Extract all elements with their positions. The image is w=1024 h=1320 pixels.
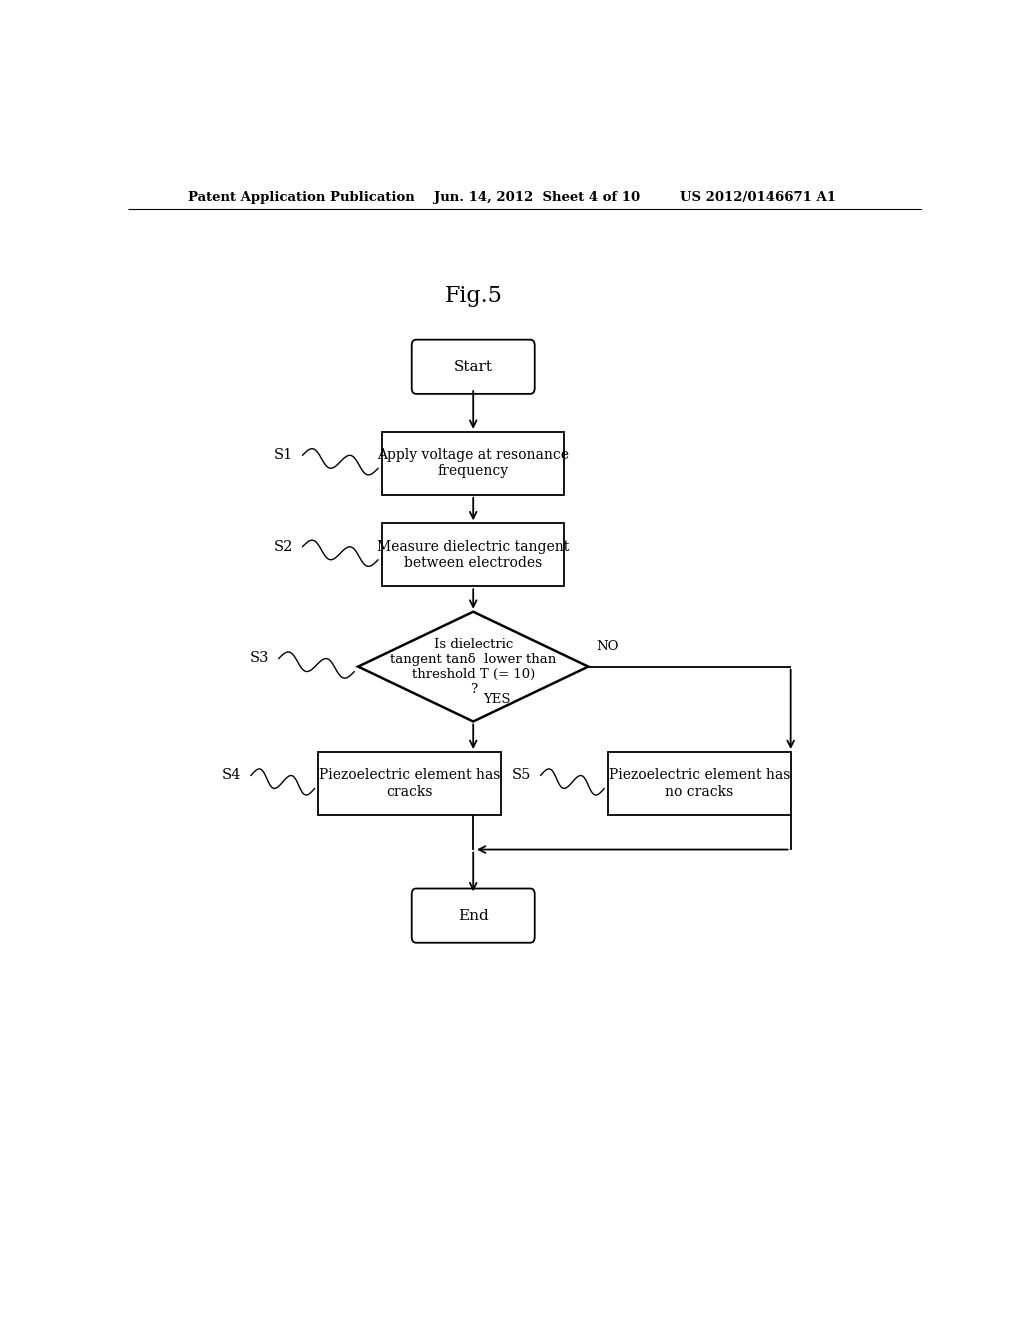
FancyBboxPatch shape	[412, 888, 535, 942]
Text: Patent Application Publication: Patent Application Publication	[187, 190, 415, 203]
Text: Start: Start	[454, 360, 493, 374]
Bar	[382, 523, 564, 586]
Text: Jun. 14, 2012  Sheet 4 of 10: Jun. 14, 2012 Sheet 4 of 10	[433, 190, 640, 203]
Text: YES: YES	[482, 693, 510, 706]
Text: NO: NO	[596, 640, 618, 653]
Bar	[318, 752, 501, 814]
Polygon shape	[358, 611, 588, 722]
Text: Apply voltage at resonance
frequency: Apply voltage at resonance frequency	[377, 449, 569, 478]
Text: End: End	[458, 908, 488, 923]
Text: S1: S1	[273, 449, 293, 462]
Bar	[382, 432, 564, 495]
FancyBboxPatch shape	[412, 339, 535, 393]
Text: S5: S5	[512, 768, 531, 783]
Text: S3: S3	[250, 652, 269, 665]
Text: Piezoelectric element has
no cracks: Piezoelectric element has no cracks	[608, 768, 791, 799]
Text: S2: S2	[273, 540, 293, 553]
Bar	[608, 752, 791, 814]
Text: Fig.5: Fig.5	[444, 285, 502, 306]
Text: Piezoelectric element has
cracks: Piezoelectric element has cracks	[319, 768, 501, 799]
Text: Is dielectric
tangent tanδ  lower than
threshold T (= 10)
?: Is dielectric tangent tanδ lower than th…	[390, 638, 556, 696]
Text: S4: S4	[222, 768, 242, 783]
Text: Measure dielectric tangent
between electrodes: Measure dielectric tangent between elect…	[377, 540, 569, 570]
Text: US 2012/0146671 A1: US 2012/0146671 A1	[680, 190, 836, 203]
